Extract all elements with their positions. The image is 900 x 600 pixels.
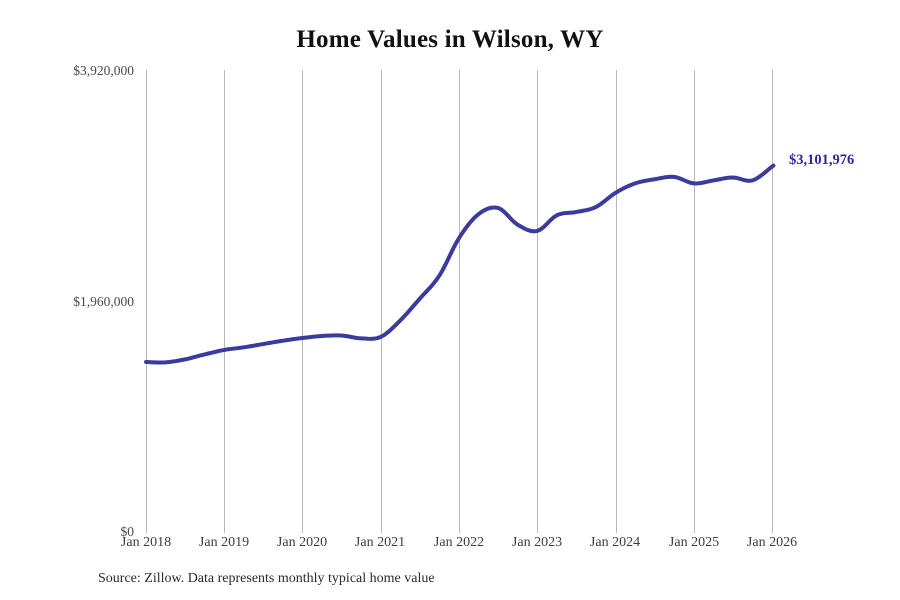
gridline-vertical	[694, 70, 695, 533]
gridline-vertical	[224, 70, 225, 533]
x-axis-tick-label-2018: Jan 2018	[120, 535, 172, 550]
x-axis-tick-label-2020: Jan 2020	[276, 535, 328, 550]
gridline-vertical	[616, 70, 617, 533]
gridline-vertical	[459, 70, 460, 533]
x-axis-tick-label-2022: Jan 2022	[433, 535, 485, 550]
x-axis-tick-label-2025: Jan 2025	[668, 535, 720, 550]
x-axis-tick-label-2024: Jan 2024	[589, 535, 641, 550]
gridline-vertical	[381, 70, 382, 533]
y-axis-tick-labels: $3,920,000 $1,960,000 $0	[0, 0, 134, 600]
gridline-vertical	[772, 70, 773, 533]
x-axis-tick-label-2021: Jan 2021	[354, 535, 406, 550]
chart-title: Home Values in Wilson, WY	[296, 26, 604, 53]
x-axis-tick-label-2019: Jan 2019	[198, 535, 250, 550]
x-axis-tick-label-2026: Jan 2026	[746, 535, 798, 550]
y-axis-tick-label-top: $3,920,000	[73, 63, 134, 78]
y-axis-tick-label-mid: $1,960,000	[73, 294, 134, 309]
end-value-annotation: $3,101,976	[789, 152, 855, 168]
y-axis-tick-label-zero: $0	[120, 524, 135, 539]
gridline-vertical	[537, 70, 538, 533]
plot-area	[146, 70, 773, 533]
gridline-vertical	[302, 70, 303, 533]
source-note: Source: Zillow. Data represents monthly …	[98, 571, 435, 586]
x-axis-tick-label-2023: Jan 2023	[511, 535, 563, 550]
gridline-vertical	[146, 70, 147, 533]
